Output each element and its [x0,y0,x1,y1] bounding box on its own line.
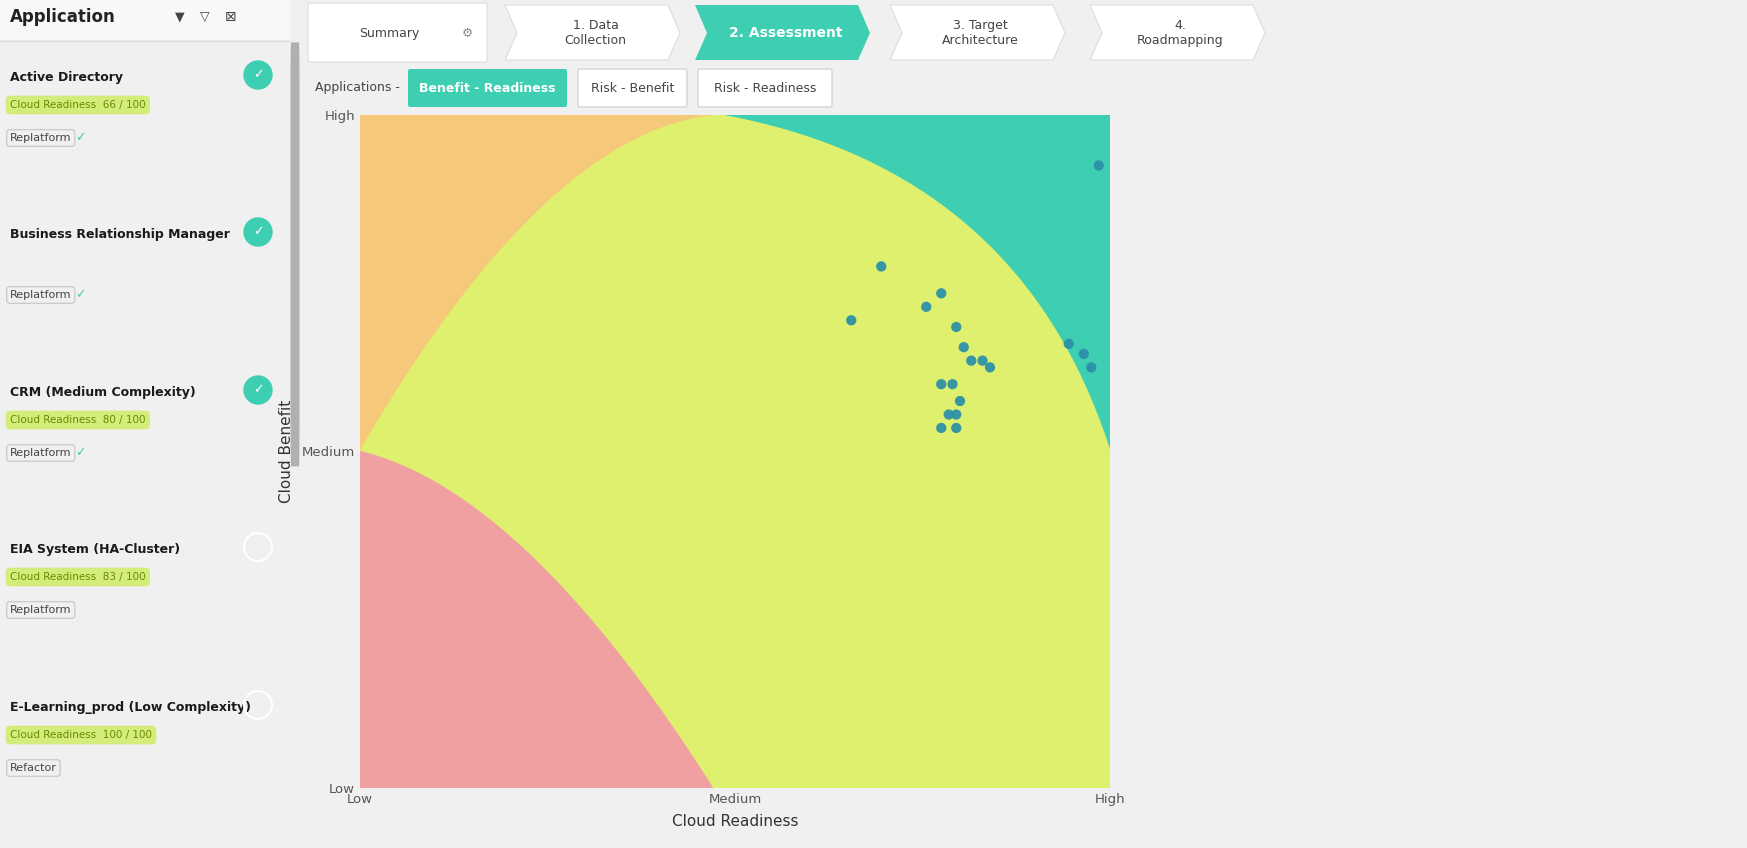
Text: Refactor: Refactor [10,763,58,773]
Text: E-Learning_prod (Low Complexity): E-Learning_prod (Low Complexity) [10,701,252,714]
Point [977,360,1005,374]
Text: Application: Application [10,8,115,26]
Text: Replatform: Replatform [10,133,72,143]
Text: Cloud Readiness  100 / 100: Cloud Readiness 100 / 100 [10,730,152,740]
Y-axis label: Cloud Benefit: Cloud Benefit [278,400,293,503]
Point [950,340,978,354]
Point [1069,347,1097,360]
Text: Replatform: Replatform [10,290,72,300]
Text: Business Relationship Manager: Business Relationship Manager [10,228,231,241]
Bar [0,0,290,40]
Polygon shape [1090,5,1265,60]
Text: EIA System (HA-Cluster): EIA System (HA-Cluster) [10,543,180,556]
Text: Summary: Summary [360,26,419,40]
Point [928,287,956,300]
Text: ✓: ✓ [253,69,264,81]
Polygon shape [889,5,1066,60]
Point [942,421,970,435]
Point [942,408,970,421]
Text: Cloud Readiness  80 / 100: Cloud Readiness 80 / 100 [10,415,145,425]
Polygon shape [720,115,1109,451]
Circle shape [245,218,273,246]
Polygon shape [505,5,680,60]
Point [935,408,963,421]
Circle shape [245,61,273,89]
Text: Applications -: Applications - [314,81,400,94]
Text: 4.
Roadmapping: 4. Roadmapping [1137,19,1225,47]
Text: ✓: ✓ [253,226,264,238]
Text: ⊠: ⊠ [225,10,236,24]
Point [1055,337,1083,350]
FancyBboxPatch shape [699,69,832,107]
Text: Cloud Readiness  83 / 100: Cloud Readiness 83 / 100 [10,572,145,582]
Text: Active Directory: Active Directory [10,71,122,84]
Point [938,377,966,391]
Point [968,354,996,367]
Point [942,321,970,334]
Text: 1. Data
Collection: 1. Data Collection [564,19,627,47]
Point [1085,159,1113,172]
Polygon shape [360,115,1109,788]
Text: Benefit - Readiness: Benefit - Readiness [419,81,556,94]
FancyBboxPatch shape [409,69,568,107]
Text: ▽: ▽ [199,10,210,24]
Text: 2. Assessment: 2. Assessment [728,26,842,40]
FancyBboxPatch shape [307,3,487,62]
Point [837,314,865,327]
Text: ✓: ✓ [75,131,86,144]
FancyBboxPatch shape [290,42,299,466]
Text: Replatform: Replatform [10,448,72,458]
Point [867,259,894,273]
Point [928,377,956,391]
Point [912,300,940,314]
X-axis label: Cloud Readiness: Cloud Readiness [673,814,798,829]
Text: ✓: ✓ [75,447,86,460]
FancyBboxPatch shape [578,69,687,107]
Polygon shape [360,451,713,788]
Text: ▼: ▼ [175,10,185,24]
Point [1078,360,1106,374]
Text: ✓: ✓ [75,288,86,302]
Point [957,354,985,367]
Text: Replatform: Replatform [10,605,72,615]
Text: CRM (Medium Complexity): CRM (Medium Complexity) [10,386,196,399]
Point [947,394,975,408]
Text: ⚙: ⚙ [461,26,473,40]
Text: Risk - Benefit: Risk - Benefit [590,81,674,94]
Point [928,421,956,435]
Text: Cloud Readiness  66 / 100: Cloud Readiness 66 / 100 [10,100,145,110]
Polygon shape [695,5,870,60]
Circle shape [245,376,273,404]
Text: ✓: ✓ [253,383,264,397]
Text: Risk - Readiness: Risk - Readiness [715,81,816,94]
Text: 3. Target
Architecture: 3. Target Architecture [942,19,1019,47]
